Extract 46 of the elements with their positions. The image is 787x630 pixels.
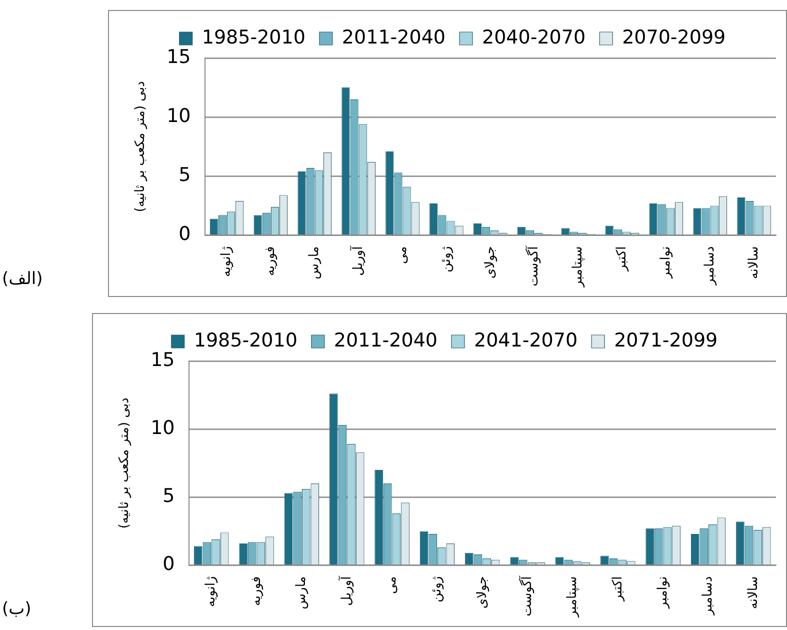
x-tick-label: جولای [482, 246, 498, 279]
x-tick-label: دسامبر [702, 246, 718, 286]
y-tick-label: 10 [166, 105, 191, 128]
y-axis-title: دبی (متر مکعب بر ثانیه) [117, 397, 132, 529]
legend-label: 2011-2040 [342, 26, 446, 48]
x-tick-label: اکتبر [610, 576, 626, 602]
y-tick-label: 0 [178, 223, 191, 246]
x-tick-label: نوامبر [658, 246, 674, 280]
x-tick-label: ژوئن [430, 576, 445, 602]
x-tick-label: اکتبر [614, 246, 630, 272]
text: (ب) [2, 599, 32, 619]
y-tick-label: 5 [162, 485, 175, 508]
y-axis-title: دبی (متر مکعب بر ثانیه) [133, 80, 148, 212]
legend-label: 2071-2099 [614, 329, 718, 352]
y-tick-label: 15 [166, 46, 191, 68]
x-tick-label: آگوست [518, 574, 535, 616]
x-tick-label: نوامبر [655, 576, 670, 610]
x-tick-label: ژانویه [219, 246, 234, 278]
x-tick-label: سالانه [746, 576, 761, 610]
x-tick-label: می [394, 246, 410, 264]
x-tick-label: ژانویه [204, 576, 219, 608]
legend-label: 2011-2040 [334, 329, 438, 352]
x-tick-label: سالانه [746, 246, 762, 280]
x-tick-label: فوریه [248, 576, 264, 606]
y-tick-label: 10 [150, 417, 175, 440]
y-tick-label: 0 [162, 553, 175, 576]
text: (الف) [2, 269, 43, 289]
legend-label: 1985-2010 [194, 329, 298, 352]
x-tick-label: مارس [294, 576, 310, 610]
y-tick-label: 15 [150, 348, 175, 371]
x-tick-label: سپتامبر [565, 576, 580, 618]
x-tick-label: جولای [474, 576, 490, 609]
x-tick-label: فوریه [263, 246, 278, 276]
x-tick-label: می [384, 576, 400, 594]
x-tick-label: سپتامبر [570, 246, 586, 288]
x-tick-label: دسامبر [700, 576, 716, 616]
x-tick-label: مارس [307, 246, 322, 280]
x-tick-label: ژوئن [438, 246, 454, 272]
legend-label: 2040-2070 [482, 26, 586, 48]
legend-label: 2041-2070 [474, 329, 578, 352]
y-tick-label: 5 [178, 164, 191, 186]
x-tick-label: آوریل [337, 574, 354, 606]
legend-label: 2070-2099 [622, 26, 726, 48]
legend-label: 1985-2010 [202, 26, 306, 48]
x-tick-label: آوریل [348, 244, 366, 276]
x-tick-label: آگوست [524, 244, 542, 286]
